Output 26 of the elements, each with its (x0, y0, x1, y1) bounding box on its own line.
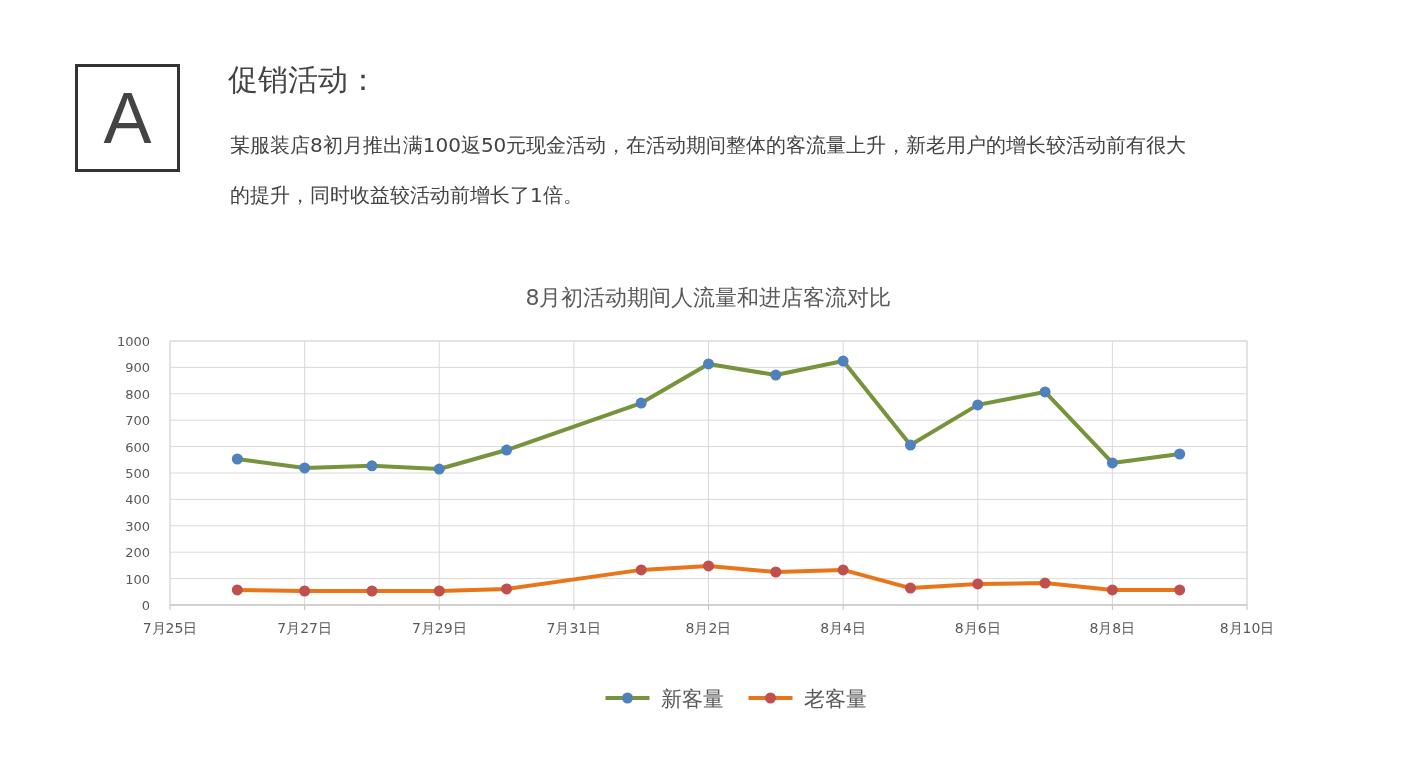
y-tick-label: 400 (125, 492, 150, 508)
y-tick-label: 100 (125, 571, 150, 587)
x-tick-label: 7月31日 (546, 620, 602, 636)
legend-label: 新客量 (660, 687, 724, 711)
y-tick-label: 1000 (116, 334, 150, 349)
x-tick-label: 7月25日 (142, 620, 198, 636)
x-tick-label: 8月6日 (954, 620, 1001, 636)
chart-title: 8月初活动期间人流量和进店客流对比 (525, 285, 892, 310)
x-tick-label: 7月27日 (277, 620, 332, 636)
y-tick-label: 200 (125, 545, 150, 561)
text: A (75, 64, 180, 172)
y-tick-label: 800 (125, 386, 150, 402)
x-tick-label: 8月10日 (1219, 620, 1275, 636)
y-tick-label: 500 (125, 466, 150, 481)
x-tick-label: 8月2日 (685, 620, 732, 636)
x-tick-label: 8月4日 (820, 620, 867, 636)
x-tick-label: 7月29日 (411, 620, 467, 636)
y-tick-label: 900 (125, 360, 150, 376)
x-tick-label: 8月8日 (1089, 620, 1136, 636)
text: 某服装店8初月推出满100返50元现金活动，在活动期间整体的客流量上升，新老用户的增长较活动前有很大的提升，同时收益较活动前增长了1倍。 (230, 133, 1187, 207)
y-tick-label: 600 (125, 439, 150, 455)
text: 促销活动： (228, 61, 378, 99)
y-tick-label: 300 (125, 518, 150, 534)
y-tick-label: 0 (141, 598, 150, 613)
y-tick-label: 700 (125, 413, 150, 429)
legend-label: 老客量 (803, 687, 867, 711)
